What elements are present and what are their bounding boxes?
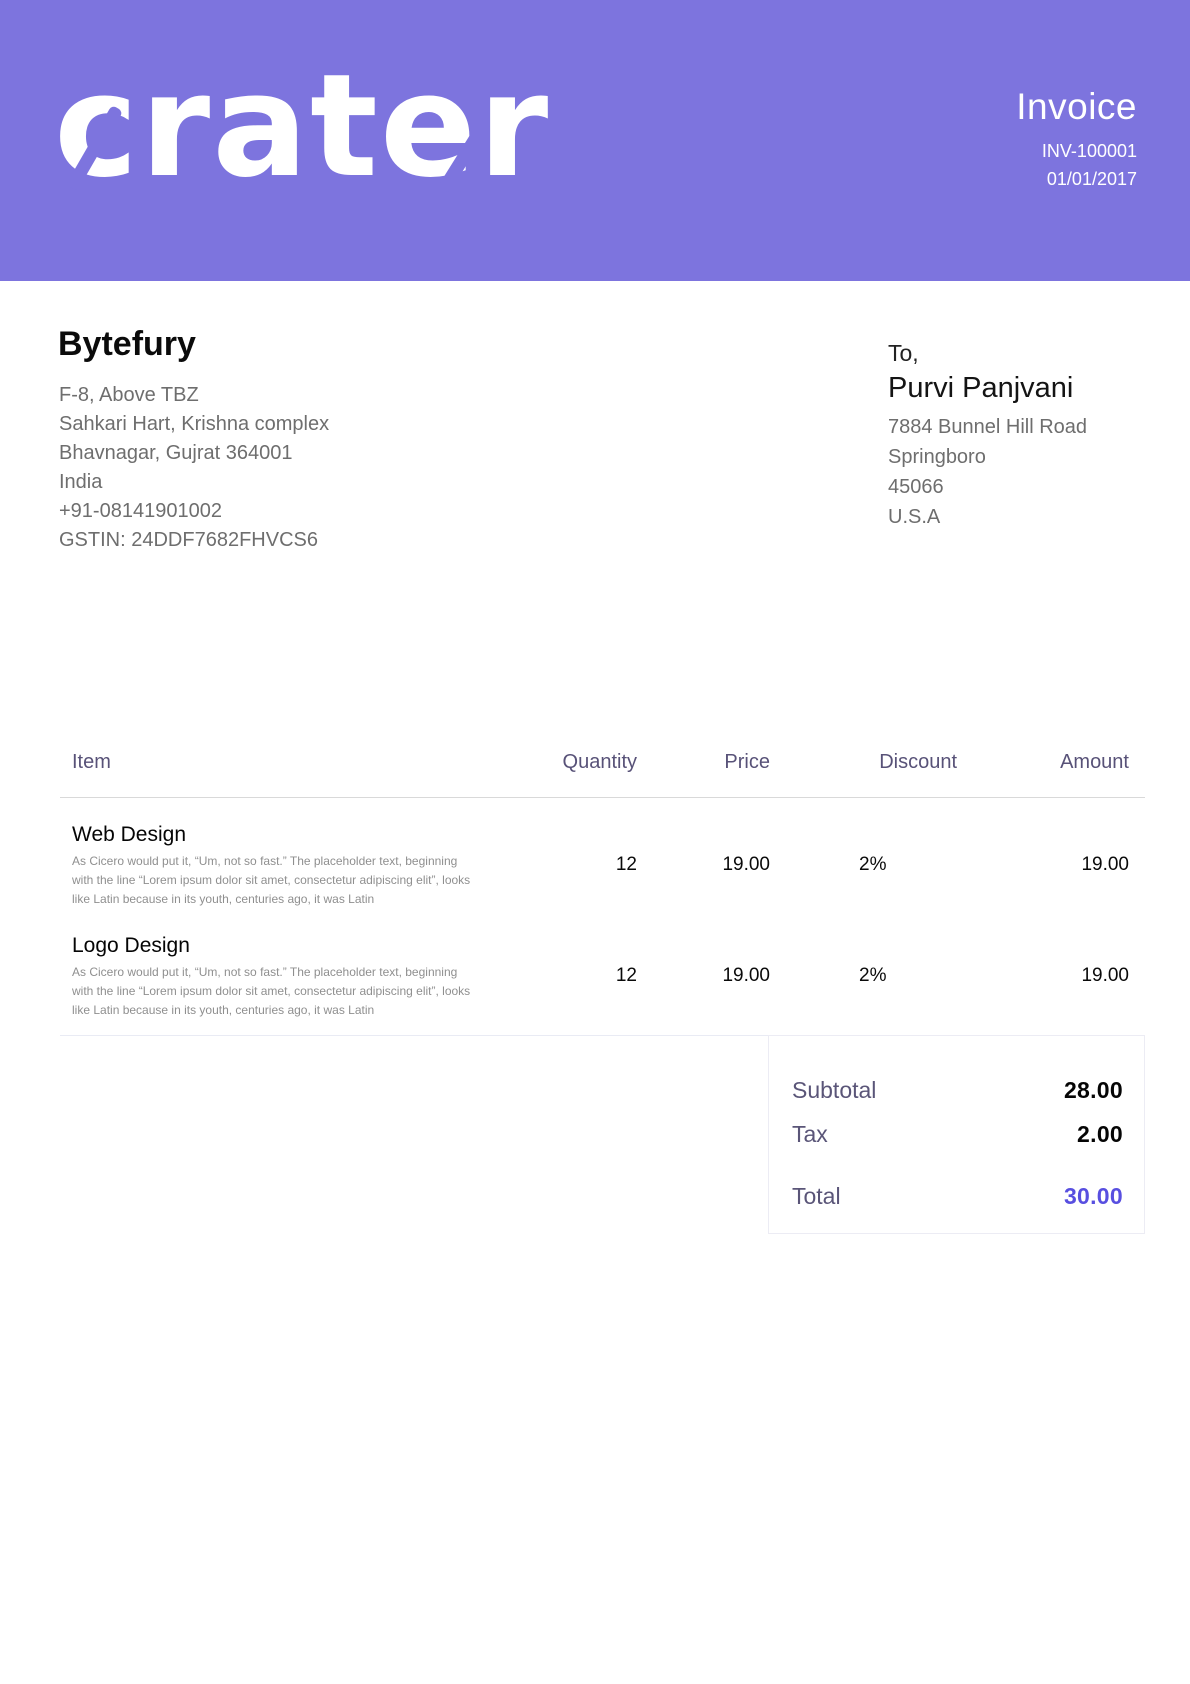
totals-section: Subtotal 28.00 Tax 2.00 Total 30.00 bbox=[60, 1035, 1145, 1234]
item-quantity: 12 bbox=[615, 854, 637, 875]
item-quantity: 12 bbox=[520, 909, 645, 1036]
column-header-discount: Discount bbox=[775, 736, 965, 798]
total-row: Total 30.00 bbox=[792, 1180, 1123, 1212]
crater-logo: crater bbox=[54, 56, 550, 198]
item-name: Logo Design bbox=[72, 934, 190, 957]
subtotal-label: Subtotal bbox=[792, 1077, 877, 1103]
seller-address-line: F-8, Above TBZ bbox=[59, 384, 199, 406]
item-price: 19.00 bbox=[645, 909, 775, 1036]
customer-name: Purvi Panjvani bbox=[888, 372, 1074, 404]
seller-name: Bytefury bbox=[58, 325, 196, 363]
item-price: 19.00 bbox=[722, 854, 770, 875]
invoice-number: INV-100001 bbox=[1041, 141, 1137, 161]
column-header-quantity: Quantity bbox=[520, 736, 645, 798]
seller-address-line: +91-08141901002 bbox=[59, 500, 222, 522]
customer-address-line: Springboro bbox=[888, 446, 986, 468]
column-header-item: Item bbox=[60, 736, 520, 798]
totals-box: Subtotal 28.00 Tax 2.00 Total 30.00 bbox=[768, 1035, 1145, 1234]
tax-value: 2.00 bbox=[1077, 1121, 1123, 1147]
item-description-line: As Cicero would put it, “Um, not so fast… bbox=[72, 965, 458, 979]
item-description: As Cicero would put it, “Um, not so fast… bbox=[72, 963, 520, 1020]
table-header-row: Item Quantity Price Discount Amount bbox=[60, 736, 1145, 798]
subtotal-value: 28.00 bbox=[1063, 1077, 1123, 1103]
item-amount: 19.00 bbox=[965, 909, 1145, 1036]
item-description-line: As Cicero would put it, “Um, not so fast… bbox=[72, 854, 458, 868]
total-label: Total bbox=[792, 1183, 841, 1209]
seller-address-line: GSTIN: 24DDF7682FHVCS6 bbox=[59, 529, 318, 551]
customer-address: 7884 Bunnel Hill Road Springboro 45066 U… bbox=[888, 412, 1087, 532]
item-name: Web Design bbox=[72, 823, 187, 846]
customer-address-line: 7884 Bunnel Hill Road bbox=[888, 416, 1088, 438]
column-header-amount: Amount bbox=[965, 736, 1145, 798]
invoice-meta: Invoice INV-100001 01/01/2017 bbox=[1016, 86, 1137, 190]
total-value: 30.00 bbox=[1063, 1183, 1123, 1209]
tax-row: Tax 2.00 bbox=[792, 1118, 1123, 1150]
item-amount: 19.00 bbox=[1081, 854, 1129, 875]
billing-info: To, Purvi Panjvani 7884 Bunnel Hill Road… bbox=[888, 337, 1087, 532]
invoice-header-band: crater Invoice INV-100001 01/01/2017 bbox=[0, 0, 1190, 281]
customer-address-line: 45066 bbox=[888, 476, 944, 498]
item-discount: 2% bbox=[859, 854, 887, 875]
column-header-price: Price bbox=[645, 736, 775, 798]
seller-address-line: India bbox=[59, 471, 103, 493]
line-item-row: Web Design As Cicero would put it, “Um, … bbox=[60, 798, 1145, 910]
seller-address-line: Sahkari Hart, Krishna complex bbox=[59, 413, 330, 435]
item-description-line: with the line “Lorem ipsum dolor sit ame… bbox=[72, 873, 471, 887]
line-items-section: Item Quantity Price Discount Amount Web … bbox=[60, 736, 1145, 1234]
seller-address-line: Bhavnagar, Gujrat 364001 bbox=[59, 442, 293, 464]
item-description-line: like Latin because in its youth, centuri… bbox=[72, 892, 375, 906]
customer-address-line: U.S.A bbox=[888, 506, 941, 528]
item-description-line: like Latin because in its youth, centuri… bbox=[72, 1003, 375, 1017]
item-description: As Cicero would put it, “Um, not so fast… bbox=[72, 852, 520, 909]
invoice-date: 01/01/2017 bbox=[1046, 169, 1137, 189]
invoice-title: Invoice bbox=[1016, 86, 1137, 127]
item-discount: 2% bbox=[775, 909, 965, 1036]
line-items-table: Item Quantity Price Discount Amount Web … bbox=[60, 736, 1145, 1036]
tax-label: Tax bbox=[792, 1121, 828, 1147]
item-description-line: with the line “Lorem ipsum dolor sit ame… bbox=[72, 984, 471, 998]
subtotal-row: Subtotal 28.00 bbox=[792, 1074, 1123, 1106]
seller-address: F-8, Above TBZ Sahkari Hart, Krishna com… bbox=[59, 381, 329, 555]
crater-logo-text: crater bbox=[54, 44, 551, 209]
to-label: To, bbox=[888, 340, 919, 366]
parties-section: Bytefury F-8, Above TBZ Sahkari Hart, Kr… bbox=[0, 281, 1190, 736]
line-item-row: Logo Design As Cicero would put it, “Um,… bbox=[60, 909, 1145, 1036]
